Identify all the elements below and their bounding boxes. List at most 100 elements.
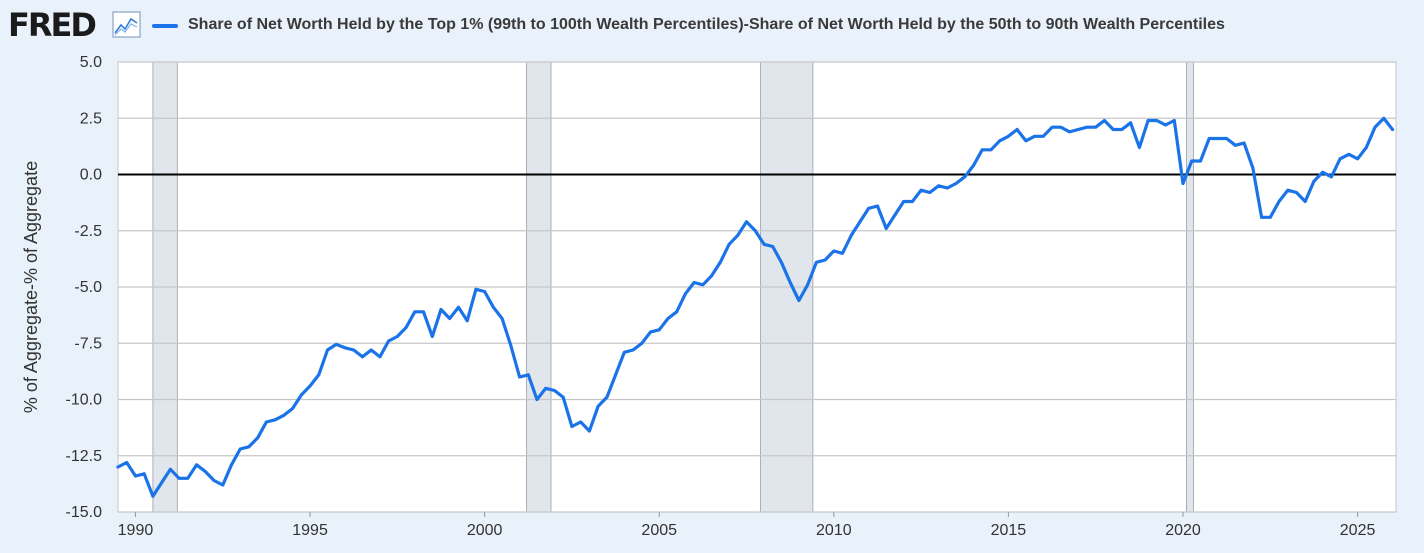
data-point[interactable] xyxy=(238,447,242,451)
data-point[interactable] xyxy=(736,233,740,237)
data-point[interactable] xyxy=(1120,128,1124,131)
data-point[interactable] xyxy=(980,148,984,152)
data-point[interactable] xyxy=(1199,159,1202,163)
data-point[interactable] xyxy=(361,355,364,359)
data-point[interactable] xyxy=(718,260,722,264)
data-point[interactable] xyxy=(1050,125,1054,129)
data-point[interactable] xyxy=(841,251,844,255)
data-point[interactable] xyxy=(710,274,714,278)
data-point[interactable] xyxy=(491,305,495,309)
data-point[interactable] xyxy=(954,182,958,185)
data-point[interactable] xyxy=(1321,170,1325,174)
data-point[interactable] xyxy=(788,281,792,284)
data-point[interactable] xyxy=(823,258,827,262)
data-point[interactable] xyxy=(849,233,853,237)
data-point[interactable] xyxy=(544,386,548,390)
data-point[interactable] xyxy=(387,339,391,343)
data-point[interactable] xyxy=(605,395,609,399)
data-point[interactable] xyxy=(614,373,617,377)
data-point[interactable] xyxy=(910,200,914,203)
data-point[interactable] xyxy=(299,393,303,397)
data-point[interactable] xyxy=(168,467,172,471)
data-point[interactable] xyxy=(666,317,670,320)
data-point[interactable] xyxy=(640,341,644,345)
data-point[interactable] xyxy=(413,310,417,314)
data-point[interactable] xyxy=(1164,123,1167,127)
data-point[interactable] xyxy=(256,436,260,440)
data-point[interactable] xyxy=(142,472,146,476)
data-point[interactable] xyxy=(308,384,312,388)
data-point[interactable] xyxy=(247,445,251,449)
data-point[interactable] xyxy=(1007,134,1010,138)
data-point[interactable] xyxy=(570,425,574,428)
data-point[interactable] xyxy=(631,348,635,352)
data-point[interactable] xyxy=(876,204,879,208)
data-point[interactable] xyxy=(684,292,687,296)
data-point[interactable] xyxy=(692,281,696,284)
data-point[interactable] xyxy=(230,463,233,467)
data-point[interactable] xyxy=(509,344,513,347)
data-point[interactable] xyxy=(1347,152,1351,156)
data-point[interactable] xyxy=(160,481,164,485)
data-point[interactable] xyxy=(500,317,504,320)
data-point[interactable] xyxy=(1330,175,1333,179)
data-point[interactable] xyxy=(780,260,783,264)
data-point[interactable] xyxy=(195,463,198,467)
data-point[interactable] xyxy=(727,242,731,246)
data-point[interactable] xyxy=(919,188,923,192)
data-point[interactable] xyxy=(465,319,469,323)
data-point[interactable] xyxy=(1033,134,1036,138)
data-point[interactable] xyxy=(203,470,207,473)
data-point[interactable] xyxy=(701,283,705,287)
data-point[interactable] xyxy=(1015,128,1019,131)
data-point[interactable] xyxy=(1024,139,1028,143)
data-point[interactable] xyxy=(212,479,216,482)
data-point[interactable] xyxy=(561,395,565,399)
data-point[interactable] xyxy=(1172,119,1176,122)
data-point[interactable] xyxy=(1059,125,1063,129)
data-point[interactable] xyxy=(771,245,775,248)
data-point[interactable] xyxy=(378,355,382,359)
data-point[interactable] xyxy=(858,220,862,224)
data-point[interactable] xyxy=(675,310,679,314)
data-point[interactable] xyxy=(884,227,888,230)
data-point[interactable] xyxy=(753,229,757,233)
data-point[interactable] xyxy=(989,148,993,152)
data-point[interactable] xyxy=(1268,215,1272,219)
data-point[interactable] xyxy=(1233,143,1237,147)
data-point[interactable] xyxy=(1303,200,1307,203)
data-point[interactable] xyxy=(265,420,268,424)
data-point[interactable] xyxy=(1364,146,1368,149)
data-point[interactable] xyxy=(457,305,460,309)
data-point[interactable] xyxy=(1391,128,1394,131)
data-point[interactable] xyxy=(395,335,399,338)
data-point[interactable] xyxy=(1068,130,1071,134)
data-point[interactable] xyxy=(1041,134,1045,138)
data-point[interactable] xyxy=(334,342,338,346)
data-point[interactable] xyxy=(1356,157,1359,161)
data-point[interactable] xyxy=(622,350,626,354)
data-point[interactable] xyxy=(1277,200,1281,203)
data-point[interactable] xyxy=(1225,137,1229,140)
data-point[interactable] xyxy=(649,330,652,334)
data-point[interactable] xyxy=(1338,157,1342,161)
data-point[interactable] xyxy=(221,483,225,487)
data-point[interactable] xyxy=(893,213,897,217)
data-point[interactable] xyxy=(745,220,748,224)
data-point[interactable] xyxy=(282,413,286,417)
data-point[interactable] xyxy=(1146,119,1150,122)
data-point[interactable] xyxy=(814,260,818,264)
data-point[interactable] xyxy=(317,373,321,377)
data-point[interactable] xyxy=(352,348,356,352)
data-point[interactable] xyxy=(1155,119,1159,122)
data-point[interactable] xyxy=(343,346,347,350)
data-point[interactable] xyxy=(483,290,487,293)
data-point[interactable] xyxy=(1373,125,1377,129)
data-point[interactable] xyxy=(291,407,294,410)
data-point[interactable] xyxy=(1094,125,1098,129)
data-point[interactable] xyxy=(579,420,583,424)
data-point[interactable] xyxy=(1260,215,1263,219)
data-point[interactable] xyxy=(177,476,181,480)
data-point[interactable] xyxy=(535,398,539,401)
data-point[interactable] xyxy=(937,184,940,188)
